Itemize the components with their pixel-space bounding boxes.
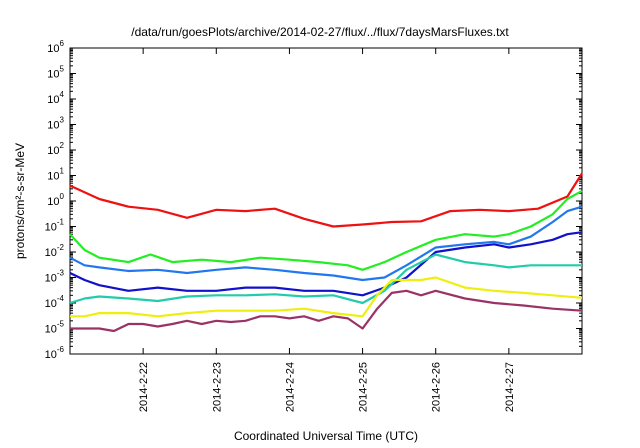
series-line-5 [69,253,582,305]
chart-title: /data/run/goesPlots/archive/2014-02-27/f… [131,25,509,39]
y-tick-label: 102 [47,141,64,157]
y-tick-label: 105 [47,65,64,81]
y-tick-label: 106 [47,39,64,55]
series-group [69,172,583,333]
x-axis: 2014-2-22 2014-2-23 2014-2-24 2014-2-25 2014… [138,48,516,412]
y-tick-label: 10-5 [45,320,65,336]
y-tick-label: 10-4 [45,294,65,310]
x-tick-label: 2014-2-27 [504,362,516,412]
series-line-7 [70,289,583,333]
series-line-6 [70,276,583,318]
y-tick-label: 100 [47,192,64,208]
x-tick-label: 2014-2-22 [138,362,150,412]
series-line-3 [69,205,583,282]
y-tick-label: 103 [47,116,64,132]
y-tick-label: 10-2 [45,243,65,259]
x-axis-label: Coordinated Universal Time (UTC) [234,429,418,443]
y-tick-label: 101 [47,167,64,183]
x-tick-label: 2014-2-26 [431,362,443,412]
series-line-2 [69,189,583,271]
y-tick-label: 10-6 [45,345,65,361]
y-tick-label: 10-1 [45,218,65,234]
y-tick-label: 104 [47,90,64,106]
y-tick-label: 10-3 [45,269,65,285]
series-line-1 [69,172,583,228]
series-line-4 [69,231,583,297]
plot-frame [69,47,583,355]
y-axis-label: protons/cm²-s-sr-MeV [13,143,27,259]
x-tick-label: 2014-2-23 [211,362,223,412]
x-tick-label: 2014-2-25 [358,362,370,412]
x-tick-label: 2014-2-24 [284,362,296,412]
